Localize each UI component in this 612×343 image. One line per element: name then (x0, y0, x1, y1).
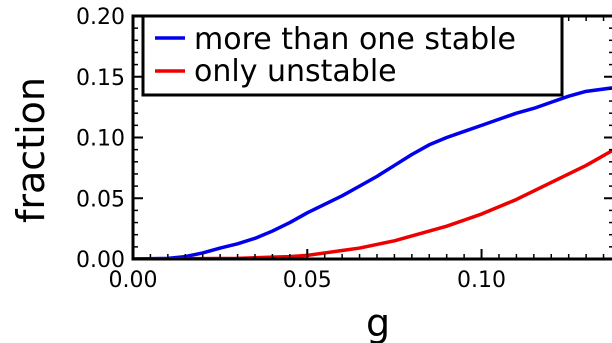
x-tick-label: 0.00 (109, 268, 158, 293)
x-tick-label: 0.10 (457, 268, 506, 293)
legend-box (141, 14, 564, 97)
x-axis-title: g (366, 301, 390, 343)
legend: more than one stable only unstable (141, 14, 564, 97)
x-tick-label: 0.05 (283, 268, 332, 293)
y-tick-label: 0.10 (76, 127, 125, 152)
legend-label-more-than-one-stable: more than one stable (194, 22, 516, 57)
series-layer (133, 86, 612, 259)
y-tick-label: 0.00 (76, 248, 125, 273)
series-line-more-than-one-stable (133, 86, 612, 259)
y-axis-title: fraction (9, 77, 53, 223)
y-tick-label: 0.20 (76, 5, 125, 30)
tick-labels: 0.00 0.05 0.10 0.00 0.05 0.10 0.15 0.20 (76, 5, 506, 293)
y-tick-label: 0.05 (76, 187, 125, 212)
legend-label-only-unstable: only unstable (194, 54, 397, 89)
series-line-only-unstable (133, 148, 612, 259)
y-tick-label: 0.15 (76, 66, 125, 91)
